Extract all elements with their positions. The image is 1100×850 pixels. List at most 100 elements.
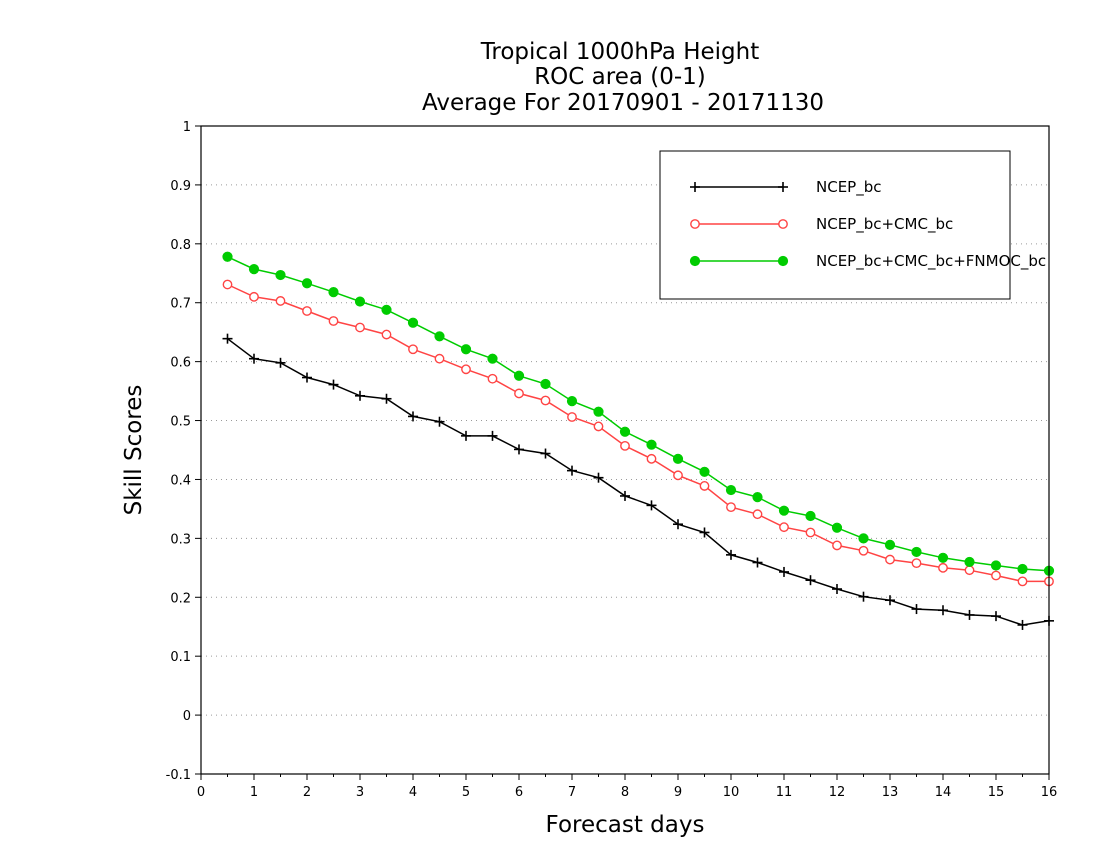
data-point (779, 522, 789, 533)
y-tick-label: 0.4 (170, 473, 191, 488)
y-tick-label: 0.6 (170, 356, 191, 371)
data-point (672, 453, 684, 464)
data-point (620, 440, 630, 451)
data-point (620, 490, 630, 501)
data-point (328, 287, 339, 298)
data-point (461, 364, 471, 375)
x-tick-label: 10 (723, 785, 740, 800)
data-point (275, 269, 286, 281)
data-point (885, 554, 895, 565)
data-point (381, 329, 392, 340)
data-point (222, 333, 233, 344)
data-point (328, 379, 339, 390)
data-point (726, 502, 736, 513)
title-line-3: Average For 20170901 - 20171130 (422, 90, 824, 116)
data-point (752, 557, 763, 568)
data-point (514, 444, 524, 455)
data-point (434, 416, 445, 427)
data-point (248, 264, 260, 275)
legend-item: NCEP_bc+CMC_bc (690, 215, 953, 234)
y-axis-label: Skill Scores (121, 385, 147, 516)
data-point (460, 344, 472, 355)
data-point (1017, 619, 1028, 630)
data-point (831, 522, 843, 533)
data-point (832, 540, 842, 551)
data-point (699, 527, 710, 538)
x-tick-label: 13 (882, 785, 899, 800)
data-point (699, 466, 710, 477)
y-tick-label: 0.3 (170, 532, 191, 547)
legend-item: NCEP_bc+CMC_bc+FNMOC_bc (689, 252, 1046, 271)
data-point (487, 373, 498, 384)
data-point (540, 448, 551, 459)
data-point (302, 372, 312, 383)
data-point (885, 595, 895, 606)
data-point (646, 500, 657, 511)
data-point (619, 426, 631, 437)
x-tick-label: 0 (197, 785, 205, 800)
data-point (408, 344, 418, 355)
data-point (646, 439, 657, 450)
x-tick-label: 9 (674, 785, 682, 800)
data-point (354, 296, 366, 307)
x-tick-label: 12 (829, 785, 846, 800)
y-tick-label: 1 (183, 120, 191, 135)
data-point (911, 558, 922, 569)
series-0 (222, 333, 1054, 630)
x-tick-label: 5 (462, 785, 470, 800)
y-axis: -0.1 0 0.1 0.2 0.3 0.4 0.5 0.6 0.7 0.8 0.9 1 (166, 120, 201, 783)
x-tick-label: 16 (1041, 785, 1058, 800)
legend-label: NCEP_bc+CMC_bc+FNMOC_bc (816, 252, 1046, 271)
data-point (964, 609, 975, 620)
chart-title: Tropical 1000hPa Height ROC area (0-1) A… (422, 39, 824, 116)
data-point (434, 353, 445, 364)
data-point (991, 570, 1001, 581)
data-point (487, 430, 498, 441)
legend-marker (690, 219, 700, 229)
data-point (1017, 563, 1028, 575)
data-point (646, 453, 657, 464)
data-point (275, 296, 286, 306)
data-point (778, 505, 790, 516)
x-tick-label: 6 (515, 785, 523, 800)
legend-marker (778, 182, 788, 192)
x-axis-label: Forecast days (546, 812, 705, 838)
data-point (381, 304, 392, 315)
data-point (593, 472, 604, 483)
data-point (726, 549, 736, 560)
data-point (911, 604, 922, 615)
data-point (566, 396, 578, 407)
data-point (752, 492, 763, 503)
data-point (434, 331, 445, 342)
x-tick-label: 8 (621, 785, 629, 800)
data-point (301, 278, 313, 289)
data-point (461, 430, 471, 441)
series-line (227, 283, 1049, 583)
x-tick-label: 7 (568, 785, 576, 800)
data-point (911, 546, 922, 558)
x-tick-label: 3 (356, 785, 364, 800)
y-tick-label: 0 (183, 709, 191, 724)
data-point (805, 575, 816, 586)
y-tick-label: 0.7 (170, 297, 191, 312)
data-point (222, 279, 233, 290)
legend-marker (778, 219, 788, 229)
data-point (540, 395, 551, 406)
data-point (328, 316, 339, 326)
data-point (964, 565, 975, 576)
x-tick-label: 14 (935, 785, 952, 800)
data-point (990, 560, 1002, 571)
data-point (938, 562, 948, 573)
data-point (593, 406, 604, 417)
x-tick-label: 15 (988, 785, 1005, 800)
data-point (858, 591, 869, 602)
data-point (567, 465, 577, 476)
data-point (858, 545, 869, 556)
series-1 (222, 279, 1054, 587)
legend-marker (689, 255, 701, 267)
data-point (673, 519, 683, 530)
data-point (302, 306, 312, 316)
data-point (567, 412, 577, 422)
series-layer (222, 251, 1055, 630)
